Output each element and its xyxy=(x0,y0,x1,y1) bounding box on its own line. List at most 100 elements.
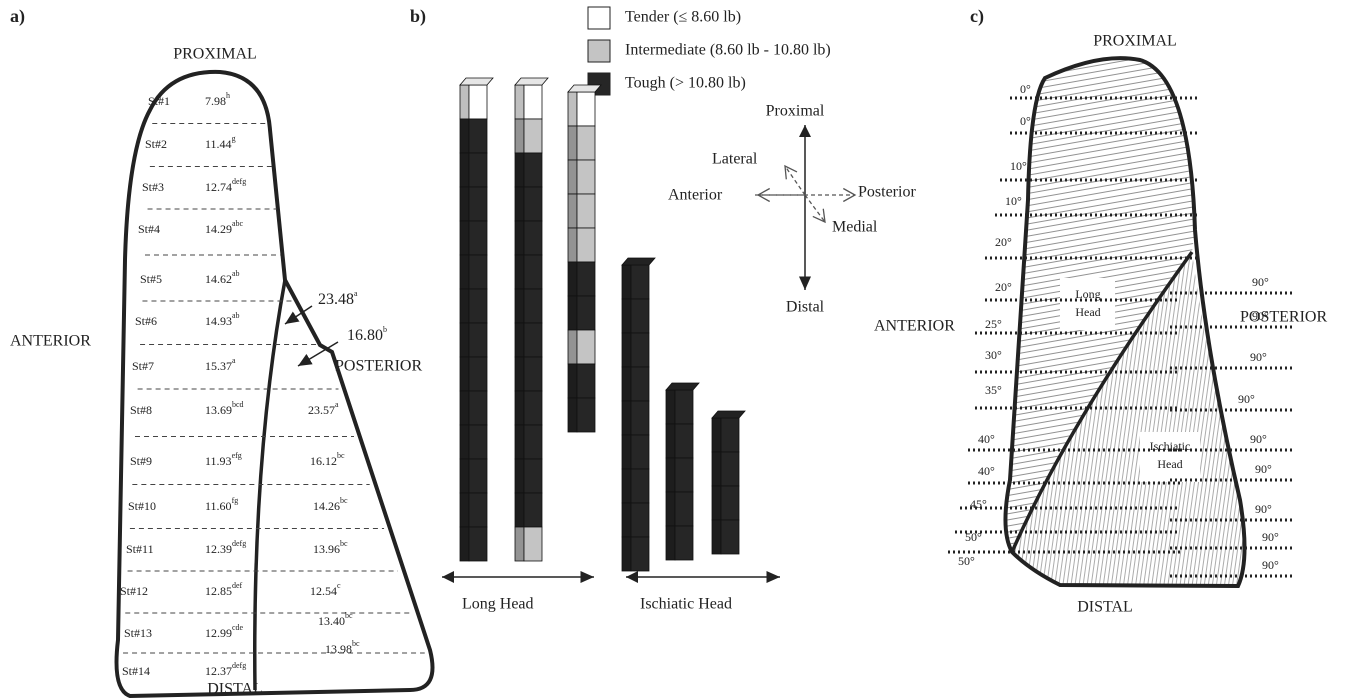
cube-side xyxy=(621,502,632,538)
ischiatic-value: 16.12bc xyxy=(310,451,345,468)
cube-side xyxy=(567,193,578,229)
cube-side xyxy=(514,458,525,494)
cube-front xyxy=(576,329,596,365)
ischiatic-value: 14.26bc xyxy=(313,496,348,513)
superscript: bc xyxy=(352,639,360,648)
cube-front xyxy=(630,298,650,334)
value: 13.69 xyxy=(205,403,232,417)
value: 14.26 xyxy=(313,499,340,513)
superscript: def xyxy=(232,581,243,590)
cube-side xyxy=(711,451,722,487)
cube-front xyxy=(468,390,488,426)
angle-label: 90° xyxy=(1252,275,1269,289)
cube-front xyxy=(630,468,650,504)
steak-name: St#9 xyxy=(130,454,152,468)
value: 12.39 xyxy=(205,542,232,556)
superscript: c xyxy=(337,581,341,590)
cube-side xyxy=(459,220,470,256)
steak-name: St#3 xyxy=(142,180,164,194)
cube-side xyxy=(567,227,578,263)
superscript: bc xyxy=(337,451,345,460)
label: Proximal xyxy=(766,103,825,120)
cube-front xyxy=(576,397,596,433)
steak-value: 7.98h xyxy=(205,91,230,108)
superscript: abc xyxy=(232,219,244,228)
angle-label: 90° xyxy=(1252,309,1269,323)
cube-side xyxy=(567,329,578,365)
angle-label: 0° xyxy=(1020,114,1031,128)
cube-side xyxy=(711,519,722,555)
cube-side xyxy=(514,220,525,256)
superscript: b xyxy=(383,325,387,334)
angle-label: 40° xyxy=(978,432,995,446)
cube-top xyxy=(711,410,746,419)
steak-value: 12.39defg xyxy=(205,539,246,556)
cube-front xyxy=(468,254,488,290)
steak-value: 12.99cde xyxy=(205,623,244,640)
steak-name: St#1 xyxy=(148,94,170,108)
cube-side xyxy=(567,295,578,331)
steak-value: 12.37defg xyxy=(205,661,246,678)
cube-front xyxy=(630,332,650,368)
cube-front xyxy=(576,91,596,127)
muscle-outline xyxy=(114,69,435,699)
label: Posterior xyxy=(858,184,916,201)
cube-front xyxy=(576,295,596,331)
cube-side xyxy=(514,526,525,562)
cube-side xyxy=(514,390,525,426)
legend-label: Intermediate (8.60 lb - 10.80 lb) xyxy=(625,42,831,59)
ischiatic-value: 13.98bc xyxy=(325,639,360,656)
cube-front xyxy=(720,451,740,487)
value: 12.74 xyxy=(205,180,232,194)
label: Medial xyxy=(832,219,878,236)
label: Ischiatic Head xyxy=(640,596,732,613)
steak-name: St#11 xyxy=(126,542,154,556)
angle-label: 90° xyxy=(1255,462,1272,476)
steak-name: St#6 xyxy=(135,314,157,328)
head-boundary xyxy=(1010,250,1194,553)
superscript: defg xyxy=(232,539,246,548)
value: 12.54 xyxy=(310,584,337,598)
superscript: cde xyxy=(232,623,244,632)
cube-front xyxy=(523,356,543,392)
cube-top xyxy=(621,257,656,266)
value: 11.93 xyxy=(205,454,232,468)
cube-side xyxy=(567,261,578,297)
cube-front xyxy=(523,322,543,358)
cube-side xyxy=(459,526,470,562)
cube-top xyxy=(459,77,494,86)
value: 16.12 xyxy=(310,454,337,468)
steak-value: 15.37a xyxy=(205,356,236,373)
label: PROXIMAL xyxy=(173,46,257,63)
label: b) xyxy=(410,6,426,27)
cube-front xyxy=(576,261,596,297)
cube-front xyxy=(523,84,543,120)
cube-side xyxy=(621,332,632,368)
superscript: a xyxy=(354,289,358,298)
cube-front xyxy=(720,417,740,453)
angle-label: 90° xyxy=(1262,558,1279,572)
value: 7.98 xyxy=(205,94,226,108)
cube-front xyxy=(468,84,488,120)
cube-front xyxy=(576,125,596,161)
steak-name: St#2 xyxy=(145,137,167,151)
angle-label: 25° xyxy=(985,317,1002,331)
ischiatic-value: 23.48a xyxy=(318,289,358,308)
cube-front xyxy=(468,118,488,154)
label: ANTERIOR xyxy=(10,333,91,350)
cube-side xyxy=(459,288,470,324)
cube-front xyxy=(468,492,488,528)
steak-value: 11.44g xyxy=(205,134,236,151)
cube-side xyxy=(459,152,470,188)
steak-value: 12.74defg xyxy=(205,177,246,194)
steak-value: 14.93ab xyxy=(205,311,240,328)
cube-front xyxy=(630,366,650,402)
angle-label: 90° xyxy=(1250,432,1267,446)
arrow xyxy=(284,305,313,325)
cube-front xyxy=(576,363,596,399)
superscript: bc xyxy=(340,496,348,505)
cube-front xyxy=(523,424,543,460)
steak-name: St#14 xyxy=(122,664,150,678)
cube-side xyxy=(459,186,470,222)
